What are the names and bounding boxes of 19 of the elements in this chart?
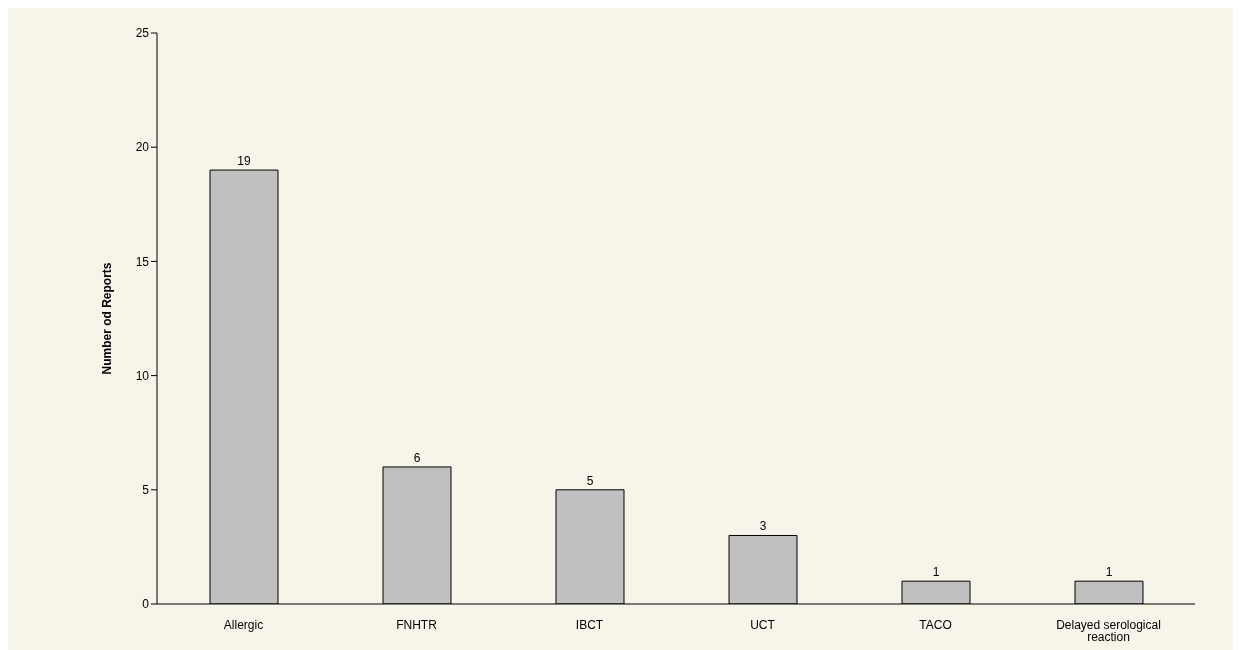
y-tick-label: 0 <box>142 597 150 612</box>
y-tick-label: 15 <box>135 254 150 269</box>
y-tick-label: 25 <box>135 26 150 41</box>
y-axis-title: Number od Reports <box>100 262 115 375</box>
x-tick-label: UCT <box>750 617 776 632</box>
data-label: 5 <box>586 473 594 488</box>
data-label: 19 <box>237 154 251 169</box>
y-tick-label: 20 <box>135 140 150 155</box>
y-tick-label: 5 <box>142 483 150 498</box>
data-label: 3 <box>759 519 767 534</box>
data-label: 1 <box>1105 565 1113 580</box>
x-tick-label: FNHTR <box>396 617 438 632</box>
data-label: 1 <box>932 565 940 580</box>
x-tick-label: Allergic <box>223 617 264 632</box>
x-tick-label: TACO <box>919 617 952 632</box>
x-tick-label: IBCT <box>575 617 604 632</box>
data-label: 6 <box>413 450 421 465</box>
y-tick-label: 10 <box>135 368 150 383</box>
x-tick-label: Delayed serological reaction <box>1056 617 1161 644</box>
